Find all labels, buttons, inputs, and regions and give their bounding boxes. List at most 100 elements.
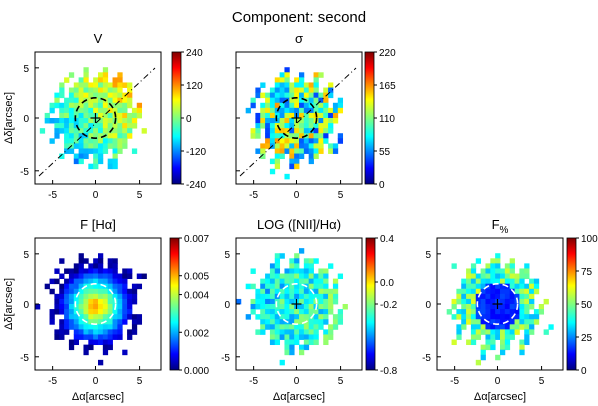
heatmap-cell bbox=[260, 298, 266, 305]
heatmap-cell bbox=[59, 128, 65, 134]
heatmap-cell bbox=[98, 158, 104, 165]
heatmap-cell bbox=[274, 128, 281, 134]
heatmap-cell bbox=[88, 118, 94, 124]
heatmap-cell bbox=[44, 112, 50, 119]
heatmap-cell bbox=[78, 278, 84, 285]
heatmap-cell bbox=[480, 349, 486, 356]
heatmap-cell bbox=[122, 82, 128, 88]
heatmap-cell bbox=[93, 263, 99, 269]
heatmap-cell bbox=[64, 107, 70, 114]
heatmap-cell bbox=[500, 283, 506, 290]
heatmap-cell bbox=[265, 319, 271, 325]
x-tick-label: -5 bbox=[48, 190, 57, 201]
heatmap-cell bbox=[524, 283, 530, 290]
heatmap-cell bbox=[122, 298, 128, 305]
heatmap-cell bbox=[78, 309, 84, 315]
heatmap-cell bbox=[332, 118, 339, 124]
heatmap-cell bbox=[328, 329, 334, 335]
heatmap-cell bbox=[274, 82, 281, 88]
heatmap-cell bbox=[529, 283, 535, 290]
heatmap-cell bbox=[83, 112, 89, 119]
heatmap-cell bbox=[524, 334, 530, 340]
panel-title: LOG ([NII]/Hα) bbox=[257, 217, 341, 232]
heatmap-cell bbox=[328, 128, 334, 134]
heatmap-cell bbox=[93, 87, 99, 94]
heatmap-cell bbox=[337, 97, 344, 104]
heatmap-cell bbox=[127, 334, 133, 340]
heatmap-cell bbox=[519, 319, 525, 325]
heatmap-cell bbox=[303, 128, 310, 134]
heatmap-cell bbox=[255, 314, 261, 320]
heatmap-cell bbox=[59, 304, 65, 310]
heatmap-cell bbox=[122, 293, 128, 300]
heatmap-cell bbox=[93, 288, 99, 295]
heatmap-cell bbox=[73, 92, 80, 99]
heatmap-cell bbox=[83, 67, 89, 73]
heatmap-cell bbox=[318, 102, 324, 109]
heatmap-cell bbox=[323, 273, 329, 280]
heatmap-cell bbox=[519, 283, 525, 290]
heatmap-cell bbox=[117, 148, 123, 154]
heatmap-cell bbox=[313, 339, 319, 346]
heatmap-cell bbox=[107, 273, 113, 280]
heatmap-cell bbox=[78, 273, 84, 280]
heatmap-cell bbox=[131, 293, 138, 300]
heatmap-cell bbox=[68, 72, 75, 78]
heatmap-cell bbox=[68, 97, 75, 104]
heatmap-cell bbox=[313, 123, 319, 129]
heatmap-cell bbox=[485, 268, 491, 274]
heatmap-cell bbox=[117, 92, 123, 99]
heatmap-cell bbox=[93, 268, 99, 274]
heatmap-cell bbox=[485, 278, 491, 285]
heatmap-cell bbox=[475, 359, 482, 366]
heatmap-cell bbox=[102, 329, 109, 335]
heatmap-cell bbox=[303, 288, 310, 295]
heatmap-cell bbox=[279, 319, 285, 325]
heatmap-cell bbox=[93, 97, 99, 104]
heatmap-cell bbox=[524, 304, 530, 310]
heatmap-cell bbox=[78, 153, 84, 160]
heatmap-cell bbox=[64, 77, 70, 83]
heatmap-cell bbox=[112, 273, 118, 280]
heatmap-cell bbox=[294, 143, 300, 149]
heatmap-cell bbox=[466, 304, 472, 310]
heatmap-cell bbox=[260, 293, 266, 300]
heatmap-cell bbox=[318, 273, 324, 280]
heatmap-cell bbox=[122, 118, 128, 124]
heatmap-cell bbox=[313, 283, 319, 290]
heatmap-cell bbox=[265, 298, 271, 305]
heatmap-cell bbox=[107, 138, 113, 144]
heatmap-cell bbox=[107, 309, 113, 315]
heatmap-cell bbox=[284, 123, 290, 129]
heatmap-cell bbox=[303, 309, 310, 315]
heatmap-cell bbox=[83, 344, 89, 351]
heatmap-cell bbox=[323, 278, 329, 285]
heatmap-cell bbox=[88, 329, 94, 335]
heatmap-cell bbox=[260, 314, 266, 320]
y-tick-label: 5 bbox=[23, 64, 29, 75]
heatmap-cell bbox=[294, 133, 300, 139]
heatmap-cell bbox=[88, 339, 94, 346]
heatmap-cell bbox=[107, 329, 113, 335]
heatmap-cell bbox=[466, 273, 472, 280]
heatmap-cell bbox=[260, 283, 266, 290]
heatmap-cell bbox=[294, 123, 300, 129]
heatmap-cell bbox=[509, 334, 515, 340]
heatmap-cell bbox=[299, 324, 305, 330]
heatmap-cell bbox=[59, 112, 65, 119]
heatmap-cell bbox=[500, 349, 506, 356]
heatmap-cell bbox=[107, 158, 113, 165]
heatmap-cell bbox=[255, 128, 261, 134]
heatmap-cell bbox=[294, 128, 300, 134]
heatmap-cell bbox=[519, 268, 525, 274]
heatmap-cell bbox=[112, 163, 118, 170]
heatmap-cell bbox=[88, 309, 94, 315]
heatmap-cell bbox=[299, 248, 305, 254]
heatmap-cell bbox=[141, 128, 147, 134]
heatmap-cell bbox=[332, 102, 339, 109]
dashed-circle bbox=[74, 283, 117, 325]
heatmap-cell bbox=[93, 298, 99, 305]
heatmap-cell bbox=[49, 102, 55, 109]
